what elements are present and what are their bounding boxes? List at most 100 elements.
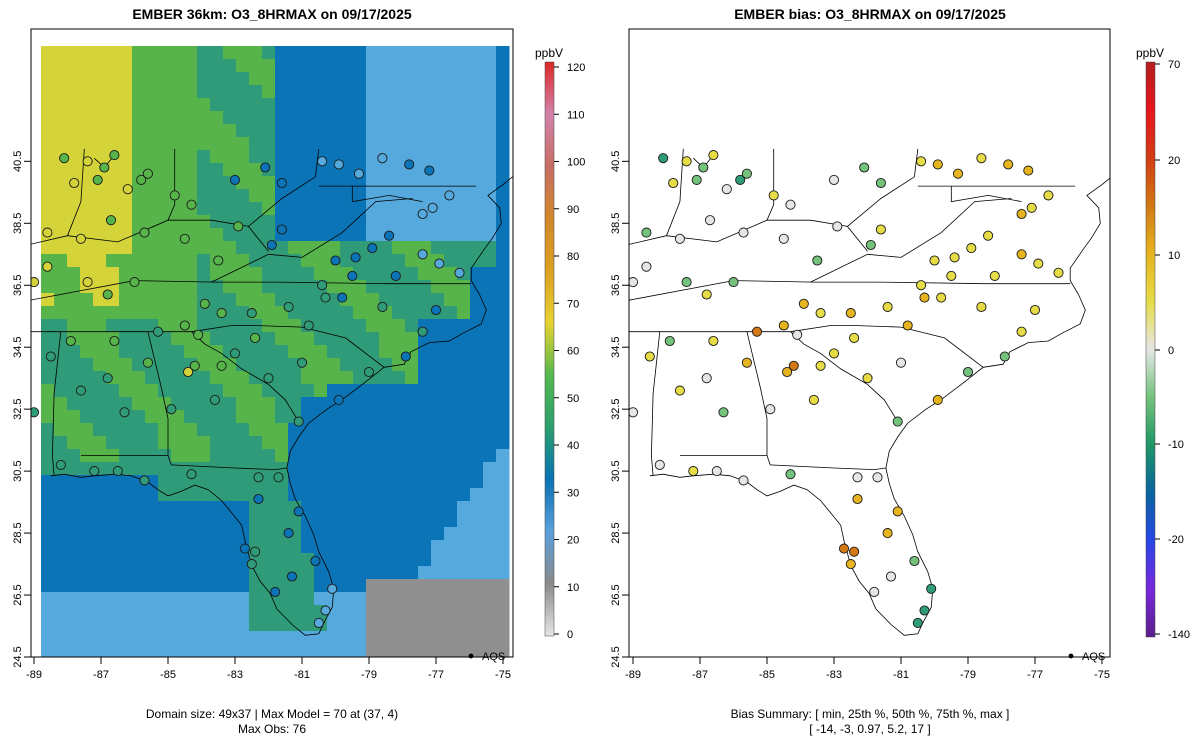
- bias-site-marker: [664, 335, 675, 347]
- model-grid-cell: [327, 189, 341, 203]
- site-marker: [434, 258, 445, 269]
- site-marker: [317, 156, 328, 167]
- model-grid-cell: [405, 605, 419, 619]
- model-grid-cell: [41, 579, 55, 593]
- model-grid-cell: [379, 319, 393, 333]
- bias-site-marker: [932, 394, 943, 405]
- model-grid-cell: [288, 579, 302, 593]
- model-grid-cell: [405, 397, 419, 411]
- model-grid-cell: [379, 501, 393, 515]
- model-grid-cell: [288, 345, 302, 359]
- model-grid-cell: [314, 111, 328, 125]
- model-grid-cell: [314, 267, 328, 281]
- model-grid-cell: [496, 176, 510, 190]
- model-grid-cell: [119, 150, 133, 164]
- model-ozone-field: [31, 29, 513, 657]
- model-grid-cell: [132, 618, 146, 632]
- model-grid-cell: [223, 150, 237, 164]
- model-grid-cell: [418, 293, 432, 307]
- model-grid-cell: [366, 566, 380, 580]
- model-grid-cell: [483, 644, 497, 657]
- model-grid-cell: [353, 241, 367, 255]
- model-grid-cell: [457, 293, 471, 307]
- model-grid-cell: [249, 85, 263, 99]
- model-grid-cell: [184, 59, 198, 73]
- model-grid-cell: [301, 111, 315, 125]
- model-grid-cell: [366, 332, 380, 346]
- model-grid-cell: [210, 527, 224, 541]
- model-grid-cell: [431, 618, 445, 632]
- model-grid-cell: [418, 605, 432, 619]
- model-grid-cell: [444, 514, 458, 528]
- model-grid-cell: [431, 280, 445, 294]
- model-grid-cell: [236, 553, 250, 567]
- model-grid-cell: [145, 462, 159, 476]
- model-grid-cell: [496, 345, 510, 359]
- model-grid-cell: [236, 189, 250, 203]
- model-grid-cell: [327, 98, 341, 112]
- colorbar-tick-label: 120: [567, 62, 585, 74]
- model-grid-cell: [483, 501, 497, 515]
- model-grid-cell: [418, 59, 432, 73]
- model-grid-cell: [379, 579, 393, 593]
- model-grid-cell: [145, 98, 159, 112]
- model-grid-cell: [392, 215, 406, 229]
- model-grid-cell: [405, 618, 419, 632]
- model-grid-cell: [41, 85, 55, 99]
- model-grid-cell: [67, 241, 81, 255]
- model-grid-cell: [80, 410, 94, 424]
- model-grid-cell: [236, 85, 250, 99]
- model-grid-cell: [184, 423, 198, 437]
- model-grid-cell: [418, 462, 432, 476]
- model-grid-cell: [496, 540, 510, 554]
- model-grid-cell: [470, 176, 484, 190]
- model-grid-cell: [41, 332, 55, 346]
- model-grid-cell: [145, 72, 159, 86]
- model-grid-cell: [145, 280, 159, 294]
- site-marker: [296, 357, 308, 368]
- colorbar-tick-label: 10: [567, 582, 579, 594]
- model-grid-cell: [483, 384, 497, 398]
- model-grid-cell: [184, 85, 198, 99]
- aqs-legend-label: AQS: [1082, 651, 1105, 663]
- model-grid-cell: [145, 618, 159, 632]
- model-grid-cell: [145, 202, 159, 216]
- model-grid-cell: [392, 189, 406, 203]
- model-grid-cell: [41, 631, 55, 645]
- model-grid-cell: [67, 189, 81, 203]
- model-grid-cell: [301, 59, 315, 73]
- model-grid-cell: [288, 553, 302, 567]
- model-grid-cell: [327, 345, 341, 359]
- model-grid-cell: [262, 345, 276, 359]
- model-grid-cell: [431, 345, 445, 359]
- model-grid-cell: [249, 592, 263, 606]
- model-grid-cell: [366, 189, 380, 203]
- model-grid-cell: [431, 605, 445, 619]
- model-grid-cell: [158, 85, 172, 99]
- model-grid-cell: [483, 267, 497, 281]
- model-grid-cell: [353, 618, 367, 632]
- site-marker: [283, 301, 294, 312]
- model-grid-cell: [431, 228, 445, 242]
- x-tick-label: -85: [759, 669, 775, 681]
- model-grid-cell: [158, 423, 172, 437]
- model-grid-cell: [327, 319, 341, 333]
- model-grid-cell: [184, 163, 198, 177]
- model-grid-cell: [223, 215, 237, 229]
- model-grid-cell: [67, 98, 81, 112]
- model-grid-cell: [444, 215, 458, 229]
- model-grid-cell: [106, 566, 120, 580]
- model-grid-cell: [67, 618, 81, 632]
- model-grid-cell: [275, 150, 289, 164]
- model-grid-cell: [93, 137, 107, 151]
- model-grid-cell: [431, 488, 445, 502]
- model-grid-cell: [106, 124, 120, 138]
- model-grid-cell: [210, 202, 224, 216]
- model-grid-cell: [184, 644, 198, 657]
- bias-site-marker: [681, 277, 692, 288]
- model-grid-cell: [93, 410, 107, 424]
- model-grid-cell: [67, 319, 81, 333]
- model-grid-cell: [41, 319, 55, 333]
- model-grid-cell: [262, 566, 276, 580]
- model-grid-cell: [275, 501, 289, 515]
